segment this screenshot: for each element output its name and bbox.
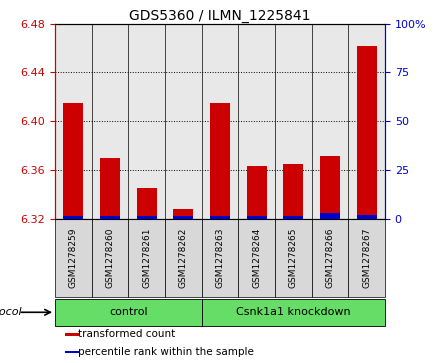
Bar [100,158,120,219]
Bar [136,216,157,219]
Bar [65,333,79,335]
Bar [173,209,194,219]
FancyBboxPatch shape [202,219,238,297]
Text: GSM1278263: GSM1278263 [216,228,224,288]
Bar [320,155,340,219]
Text: protocol: protocol [0,307,22,317]
Text: GSM1278265: GSM1278265 [289,228,298,288]
Bar [63,103,84,219]
Bar [136,188,157,219]
FancyBboxPatch shape [238,219,275,297]
Bar [246,167,267,219]
Bar [356,46,377,219]
Bar [246,216,267,219]
Bar [63,216,84,219]
Text: control: control [109,307,148,317]
Text: GSM1278261: GSM1278261 [142,228,151,288]
Text: GSM1278266: GSM1278266 [326,228,334,288]
Text: GSM1278262: GSM1278262 [179,228,188,288]
Bar [65,351,79,354]
Bar [283,164,304,219]
FancyBboxPatch shape [275,219,312,297]
Text: transformed count: transformed count [78,330,176,339]
Text: GSM1278267: GSM1278267 [362,228,371,288]
FancyBboxPatch shape [92,219,128,297]
Bar [210,216,230,219]
FancyBboxPatch shape [312,219,348,297]
FancyBboxPatch shape [348,219,385,297]
FancyBboxPatch shape [55,219,92,297]
Text: GSM1278260: GSM1278260 [106,228,114,288]
FancyBboxPatch shape [128,219,165,297]
FancyBboxPatch shape [165,219,202,297]
Bar [100,216,120,219]
Bar [283,216,304,219]
FancyBboxPatch shape [202,299,385,326]
Bar [210,103,230,219]
Text: Csnk1a1 knockdown: Csnk1a1 knockdown [236,307,351,317]
Bar [173,216,194,219]
FancyBboxPatch shape [55,299,202,326]
Text: GSM1278264: GSM1278264 [252,228,261,288]
Bar [320,213,340,219]
Text: percentile rank within the sample: percentile rank within the sample [78,347,254,357]
Title: GDS5360 / ILMN_1225841: GDS5360 / ILMN_1225841 [129,9,311,23]
Bar [356,215,377,219]
Text: GSM1278259: GSM1278259 [69,228,78,288]
